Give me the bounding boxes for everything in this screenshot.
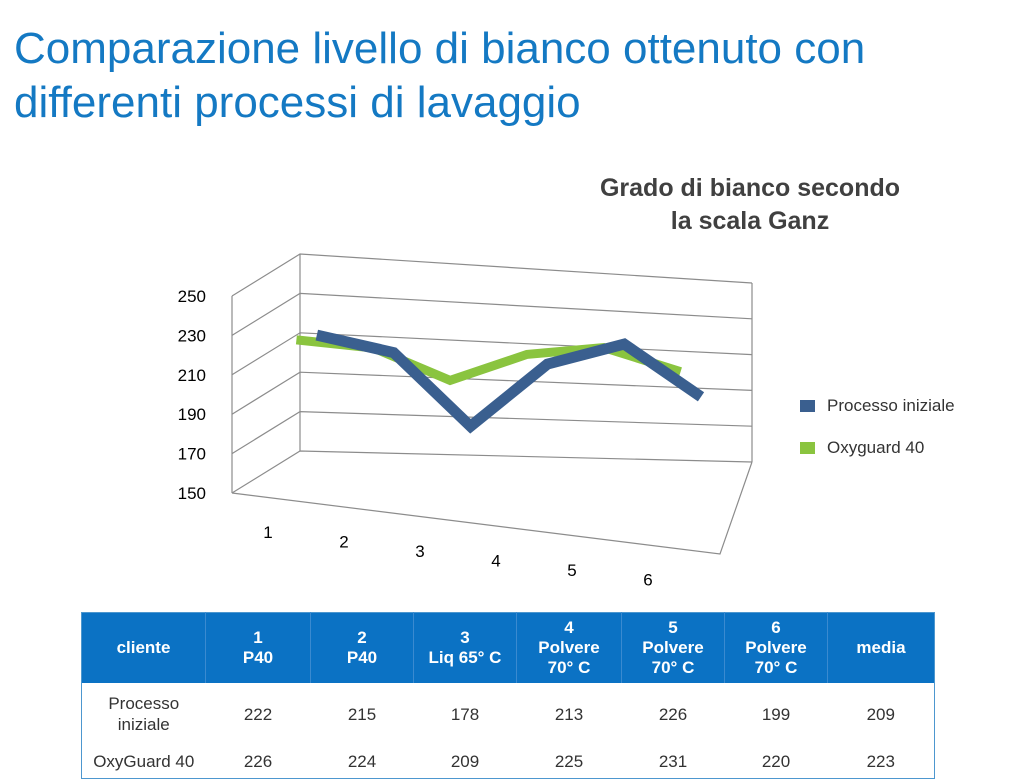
header-text: media (856, 638, 906, 657)
page-title-line-2: differenti processi di lavaggio (14, 78, 581, 127)
x-tick-label: 4 (491, 551, 500, 570)
header-cell-5: 5 Polvere 70° C (621, 612, 725, 683)
x-tick-label: 1 (263, 523, 272, 542)
table-cell: 223 (866, 752, 895, 771)
legend-item-oxyguard-40: Oxyguard 40 (800, 437, 955, 458)
header-text: 1 (253, 628, 263, 647)
y-tick-label: 150 (178, 484, 206, 503)
header-text: 2 (357, 628, 367, 647)
y-tick-label: 190 (178, 405, 206, 424)
header-text: P40 (346, 648, 378, 667)
legend-label: Oxyguard 40 (827, 437, 925, 457)
table-cell: 213 (554, 704, 584, 724)
header-cell-media: media (827, 612, 935, 683)
header-cell-1: 1 P40 (205, 612, 311, 683)
header-text: P40 (242, 648, 274, 667)
table-row: OxyGuard 40 226 224 209 225 231 220 223 (82, 745, 935, 779)
header-cell-4: 4 Polvere 70° C (516, 612, 622, 683)
y-tick-label: 170 (178, 445, 206, 464)
gridline (231, 450, 753, 494)
y-tick-label: 250 (178, 287, 206, 306)
header-text: Polvere (642, 638, 704, 657)
header-text: 70° C (651, 658, 695, 677)
table-cell: 224 (347, 752, 377, 771)
table-cell: 209 (866, 704, 895, 724)
row-label-text: iniziale (117, 715, 170, 734)
gridline (231, 410, 753, 455)
header-text: Liq 65° C (428, 648, 502, 667)
header-text: cliente (116, 638, 171, 657)
x-tick-label: 5 (567, 561, 576, 580)
y-tick-label: 230 (178, 326, 206, 345)
chart-title-line-2: la scala Ganz (670, 207, 830, 235)
header-cell-3: 3 Liq 65° C (413, 612, 517, 683)
legend-swatch-processo-iniziale (800, 399, 815, 412)
table-cell: 226 (658, 704, 688, 724)
y-tick-label: 210 (178, 366, 206, 385)
chart-legend: Processo iniziale Oxyguard 40 (800, 395, 955, 479)
header-cell-6: 6 Polvere 70° C (724, 612, 828, 683)
table-cell: 222 (243, 704, 273, 724)
table-cell: 226 (243, 752, 273, 771)
page-title-line-1: Comparazione livello di bianco ottenuto … (14, 24, 866, 73)
legend-swatch-oxyguard-40 (800, 441, 815, 454)
table-cell: 199 (761, 704, 791, 724)
header-text: 6 (771, 618, 781, 637)
x-tick-label: 3 (415, 542, 424, 561)
row-label: Processo iniziale (82, 683, 206, 745)
table-cell: 178 (450, 704, 480, 724)
chart-title: Grado di bianco secondo la scala Ganz (560, 172, 940, 238)
table-row: Processo iniziale 222 215 178 213 226 199… (82, 683, 935, 745)
chart-series (295, 329, 705, 434)
table-cell: 231 (658, 752, 688, 771)
x-tick-label: 6 (643, 570, 652, 589)
header-text: 70° C (754, 658, 798, 677)
chart-title-line-1: Grado di bianco secondo (599, 174, 901, 202)
x-tick-label: 2 (339, 532, 348, 551)
header-text: 3 (460, 628, 470, 647)
table-cell: 220 (761, 752, 791, 771)
header-text: 4 (564, 618, 574, 637)
x-axis-ticks: 1 2 3 4 5 6 (263, 523, 652, 590)
row-label-text: Processo (108, 694, 180, 713)
header-cell-2: 2 P40 (310, 612, 414, 683)
header-text: Polvere (538, 638, 600, 657)
header-cell-cliente: cliente (81, 612, 206, 683)
page-title: Comparazione livello di bianco ottenuto … (14, 22, 1014, 130)
header-text: Polvere (745, 638, 807, 657)
header-text: 70° C (547, 658, 591, 677)
header-text: 5 (668, 618, 678, 637)
table-cell: 225 (554, 752, 584, 771)
legend-label: Processo iniziale (827, 395, 955, 415)
series-line-processo-iniziale (315, 329, 705, 434)
table-cell: 215 (347, 704, 377, 724)
data-table: cliente 1 P40 2 P40 3 Liq 65° C 4 Polvere 70°… (81, 612, 935, 779)
table-header-row: cliente 1 P40 2 P40 3 Liq 65° C 4 Polvere 70°… (81, 612, 935, 683)
row-label: OxyGuard 40 (93, 752, 195, 771)
table-cell: 209 (450, 752, 480, 771)
chart-grid (231, 253, 753, 555)
floor-edge (231, 461, 753, 555)
gridline (231, 253, 753, 297)
gridline (231, 292, 753, 336)
y-axis-ticks: 250 230 210 190 170 150 (178, 287, 206, 503)
legend-item-processo-iniziale: Processo iniziale (800, 395, 955, 416)
